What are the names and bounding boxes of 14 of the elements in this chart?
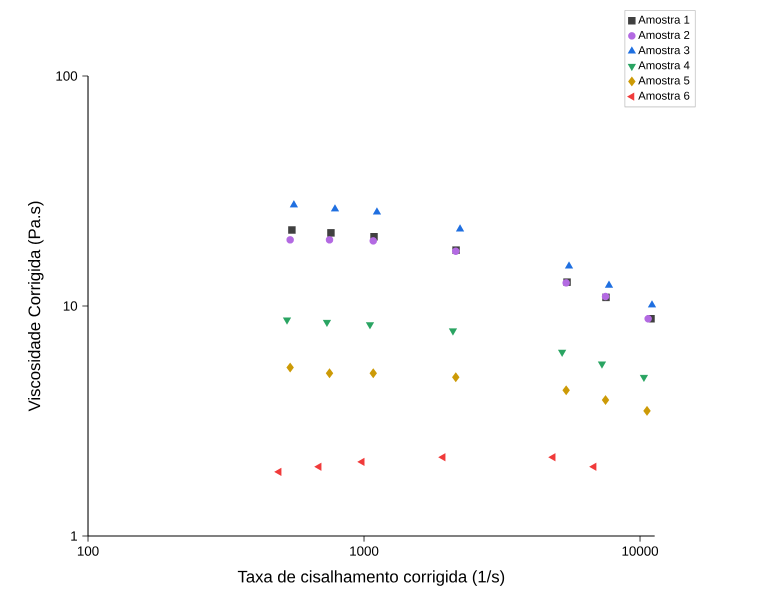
legend-label: Amostra 1 (638, 16, 690, 24)
legend-label: Amostra 4 (638, 61, 690, 70)
x-tick-label: 10000 (622, 546, 658, 556)
y-tick-label: 1 (71, 531, 77, 541)
legend-label: Amostra 5 (638, 76, 690, 84)
legend-label: Amostra 6 (638, 92, 690, 100)
legend-label: Amostra 2 (638, 30, 690, 39)
x-tick-label: 1000 (350, 546, 378, 556)
x-axis-title: Taxa de cisalhamento corrigida (1/s) (238, 570, 504, 586)
x-tick-label: 100 (78, 546, 99, 556)
y-tick-label: 10 (64, 301, 78, 311)
y-axis-title: Viscosidade Corrigida (Pa.s) (28, 202, 44, 412)
y-tick-label: 100 (56, 71, 78, 81)
legend-label: Amostra 3 (638, 46, 690, 54)
